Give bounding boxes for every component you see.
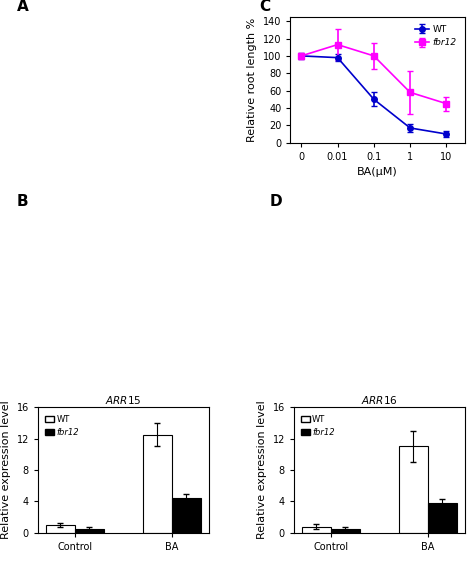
Text: C: C [259, 0, 270, 13]
Legend: WT, fbr12: WT, fbr12 [298, 411, 338, 440]
Legend: WT, fbr12: WT, fbr12 [42, 411, 82, 440]
Text: B: B [17, 194, 28, 209]
Bar [301, 527, 331, 533]
Bar [399, 447, 428, 533]
X-axis label: BA(μM): BA(μM) [357, 167, 398, 177]
Bar [75, 529, 104, 533]
Bar [172, 498, 201, 533]
Text: D: D [270, 194, 282, 209]
Y-axis label: Relative expression level: Relative expression level [257, 401, 267, 539]
Title: $\it{ARR16}$: $\it{ARR16}$ [361, 394, 398, 406]
Bar [46, 525, 75, 533]
Bar [428, 503, 457, 533]
Bar [331, 529, 360, 533]
Text: A: A [17, 0, 29, 13]
Legend: WT, fbr12: WT, fbr12 [411, 21, 460, 51]
Bar [143, 435, 172, 533]
Y-axis label: Relative expression level: Relative expression level [1, 401, 11, 539]
Y-axis label: Relative root length %: Relative root length % [247, 17, 257, 142]
Title: $\it{ARR15}$: $\it{ARR15}$ [105, 394, 141, 406]
